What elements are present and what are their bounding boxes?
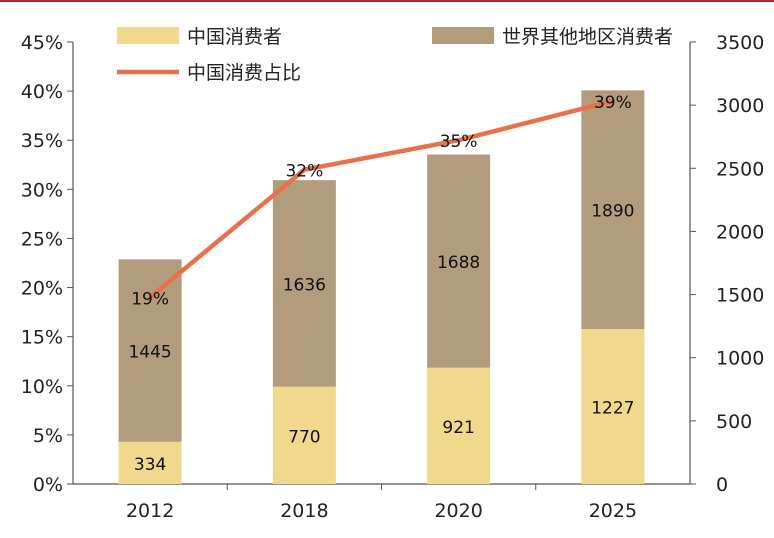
right-tick-label: 2500 (716, 158, 764, 180)
left-tick-label: 40% (21, 81, 63, 103)
bar-rest-of-world-consumers (581, 90, 645, 330)
legend-swatch (432, 27, 494, 44)
bar-china-consumers (581, 329, 645, 484)
bar-value-label-china: 1227 (591, 399, 634, 419)
top-border (0, 0, 774, 2)
right-tick-label: 3000 (716, 95, 764, 117)
legend-label: 中国消费占比 (187, 62, 301, 84)
bar-rest-of-world-consumers (118, 259, 182, 442)
right-tick-label: 0 (716, 474, 728, 496)
bar-rest-of-world-consumers (427, 154, 491, 368)
x-tick-label: 2020 (434, 500, 482, 522)
line-value-label: 39% (594, 93, 632, 113)
bar-value-label-rest: 1445 (128, 343, 171, 363)
left-tick-label: 5% (33, 425, 63, 447)
x-tick-label: 2012 (126, 500, 174, 522)
line-value-label: 35% (440, 132, 478, 152)
legend-label: 世界其他地区消费者 (502, 26, 673, 48)
x-tick-label: 2018 (280, 500, 328, 522)
bar-value-label-china: 334 (134, 455, 166, 475)
bar-rest-of-world-consumers (272, 180, 336, 387)
legend-swatch (117, 27, 179, 44)
bar-value-label-rest: 1890 (591, 202, 634, 222)
left-tick-label: 10% (21, 376, 63, 398)
line-china-share (148, 98, 614, 300)
bar-china-consumers (118, 441, 182, 484)
line-value-label: 19% (131, 289, 169, 309)
right-tick-label: 1000 (716, 348, 764, 370)
bar-china-consumers (272, 386, 336, 484)
left-tick-label: 20% (21, 278, 63, 300)
bar-value-label-rest: 1688 (437, 253, 480, 273)
left-tick-label: 0% (33, 474, 63, 496)
right-tick-label: 3500 (716, 32, 764, 54)
left-tick-label: 30% (21, 179, 63, 201)
line-value-label: 32% (285, 162, 323, 182)
right-tick-label: 500 (716, 411, 752, 433)
bar-value-label-china: 921 (442, 418, 474, 438)
legend-label: 中国消费者 (187, 26, 282, 48)
right-tick-label: 2000 (716, 221, 764, 243)
left-tick-label: 15% (21, 327, 63, 349)
bar-china-consumers (427, 367, 491, 484)
bar-value-label-china: 770 (288, 427, 320, 447)
bar-value-label-rest: 1636 (283, 275, 326, 295)
left-tick-label: 35% (21, 130, 63, 152)
left-tick-label: 45% (21, 32, 63, 54)
x-tick-label: 2025 (589, 500, 637, 522)
left-tick-label: 25% (21, 228, 63, 250)
right-tick-label: 1500 (716, 285, 764, 307)
